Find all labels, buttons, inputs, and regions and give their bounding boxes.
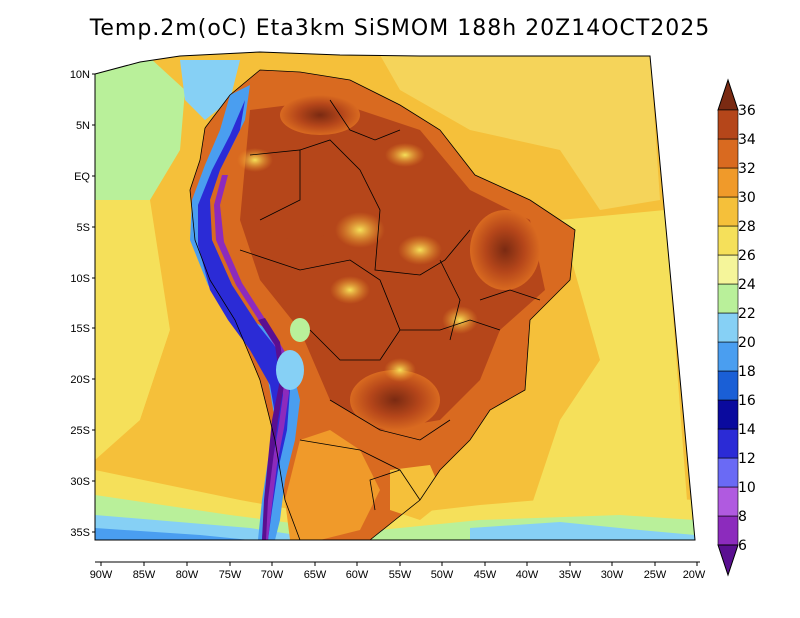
colorbar-label: 18 (738, 364, 756, 380)
lon-label: 65W (304, 569, 327, 581)
lon-label: 30W (601, 569, 624, 581)
lat-label: 10N (70, 69, 90, 81)
lon-label: 50W (431, 569, 454, 581)
colorbar-segment (717, 109, 739, 140)
lon-label: 60W (346, 569, 369, 581)
colorbar-label: 14 (738, 422, 756, 438)
colorbar-segment (717, 399, 739, 430)
longitude-axis: 90W 85W 80W 75W 70W 65W 60W 55W 50W 45W … (90, 561, 706, 581)
colorbar-segment (717, 370, 739, 401)
colorbar-label: 24 (738, 277, 756, 293)
latitude-axis: 10N 5N EQ 5S 10S 15S 20S 25S 30S 35S (70, 69, 96, 540)
colorbar-segment (717, 341, 739, 372)
colorbar-segment (717, 254, 739, 285)
colorbar-label: 16 (738, 393, 756, 409)
lon-label: 70W (261, 569, 284, 581)
colorbar-top-arrow (717, 78, 739, 111)
colorbar-segment (717, 486, 739, 517)
colorbar-segment (717, 138, 739, 169)
colorbar-label: 6 (738, 538, 747, 554)
lat-label: EQ (74, 171, 90, 183)
lat-label: 5N (76, 120, 90, 132)
lon-label: 35W (559, 569, 582, 581)
colorbar-segment (717, 428, 739, 459)
lat-label: 5S (77, 222, 90, 234)
colorbar-label: 28 (738, 219, 756, 235)
lon-label: 75W (219, 569, 242, 581)
political-borders (189, 69, 576, 541)
lat-label: 35S (70, 527, 90, 539)
lon-label: 40W (516, 569, 539, 581)
colorbar-label: 20 (738, 335, 756, 351)
colorbar-segment (717, 515, 739, 546)
colorbar-label: 32 (738, 161, 756, 177)
colorbar-label: 10 (738, 480, 756, 496)
map-domain-border (94, 51, 696, 541)
colorbar-segment (717, 283, 739, 314)
lat-label: 10S (70, 273, 90, 285)
temperature-field (95, 52, 695, 540)
colorbar-label: 26 (738, 248, 756, 264)
colorbar-label: 34 (738, 132, 756, 148)
lat-label: 30S (70, 476, 90, 488)
colorbar-bottom-arrow (717, 544, 739, 577)
map-title: Temp.2m(oC) Eta3km SiSMOM 188h 20Z14OCT2… (89, 16, 711, 41)
colorbar-segment (717, 457, 739, 488)
colorbar-labels: 6 8 10 12 14 16 18 20 22 24 26 28 30 32 … (738, 103, 756, 554)
lon-label: 25W (644, 569, 667, 581)
colorbar: 6 8 10 12 14 16 18 20 22 24 26 28 30 32 … (717, 78, 756, 577)
colorbar-segments (717, 109, 739, 546)
colorbar-segment (717, 312, 739, 343)
colorbar-label: 22 (738, 306, 756, 322)
colorbar-label: 8 (738, 509, 747, 525)
lon-label: 20W (683, 569, 706, 581)
colorbar-segment (717, 167, 739, 198)
colorbar-segment (717, 225, 739, 256)
colorbar-segment (717, 196, 739, 227)
lon-label: 45W (474, 569, 497, 581)
lat-label: 15S (70, 323, 90, 335)
lon-label: 90W (90, 569, 113, 581)
lat-label: 25S (70, 425, 90, 437)
lon-label: 85W (133, 569, 156, 581)
lat-label: 20S (70, 374, 90, 386)
colorbar-label: 12 (738, 451, 756, 467)
lon-label: 80W (176, 569, 199, 581)
lon-label: 55W (389, 569, 412, 581)
colorbar-label: 30 (738, 190, 756, 206)
colorbar-label: 36 (738, 103, 756, 119)
